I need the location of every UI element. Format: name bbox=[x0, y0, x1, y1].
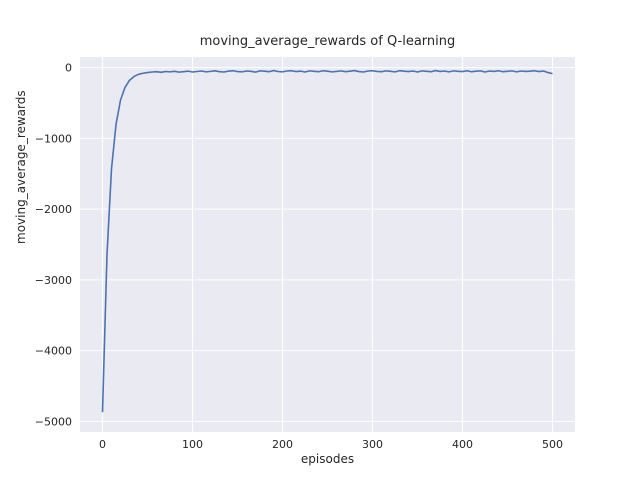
chart-title: moving_average_rewards of Q-learning bbox=[199, 34, 456, 49]
x-axis-label: episodes bbox=[300, 452, 355, 466]
x-axis-tick-labels: 0 100 200 300 400 500 bbox=[99, 438, 563, 451]
y-tick-label: 0 bbox=[65, 62, 72, 75]
y-axis-tick-labels: 0 −1000 −2000 −3000 −4000 −5000 bbox=[35, 62, 72, 429]
y-tick-label: −1000 bbox=[35, 132, 72, 145]
x-tick-label: 400 bbox=[452, 438, 473, 451]
plot-background bbox=[80, 57, 575, 432]
y-tick-label: −2000 bbox=[35, 203, 72, 216]
x-tick-label: 100 bbox=[182, 438, 203, 451]
x-tick-label: 200 bbox=[272, 438, 293, 451]
x-tick-label: 300 bbox=[362, 438, 383, 451]
y-tick-label: −4000 bbox=[35, 345, 72, 358]
y-tick-label: −3000 bbox=[35, 274, 72, 287]
series-line-q-learning bbox=[101, 69, 553, 413]
x-tick-label: 0 bbox=[99, 438, 106, 451]
grid-lines bbox=[80, 57, 575, 432]
x-tick-label: 500 bbox=[542, 438, 563, 451]
y-tick-label: −5000 bbox=[35, 415, 72, 428]
